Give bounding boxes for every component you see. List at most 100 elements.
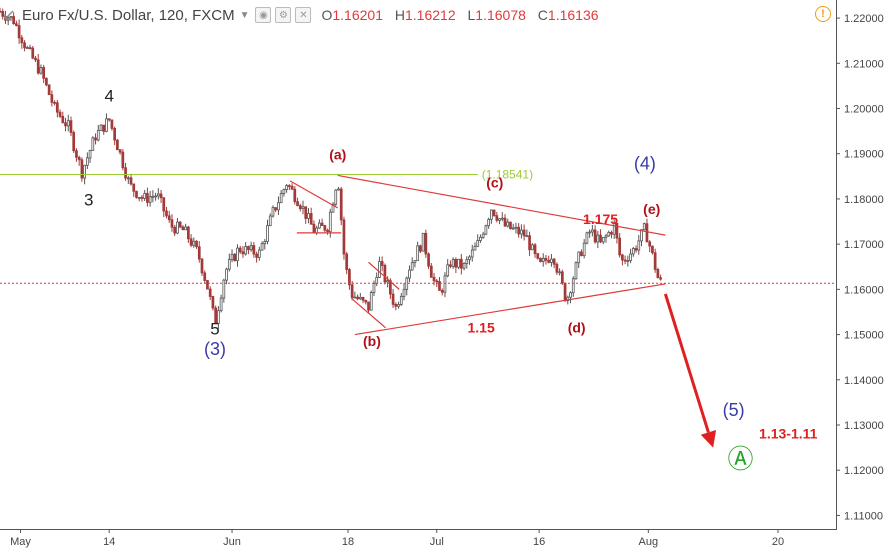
candle-body xyxy=(58,111,62,117)
candle-body xyxy=(353,296,357,299)
candle-body xyxy=(610,232,613,235)
candle-body xyxy=(509,221,512,230)
wave-label: (d) xyxy=(568,319,586,335)
candle-body xyxy=(285,185,288,190)
candle-body xyxy=(9,16,13,19)
candle-body xyxy=(298,205,302,210)
y-tick-label: 1.18000 xyxy=(844,194,884,206)
candle-body xyxy=(266,225,269,242)
candle-body xyxy=(12,16,16,25)
candle-body xyxy=(621,254,624,261)
collapse-arrow-icon[interactable] xyxy=(2,8,16,22)
price-axis[interactable]: 1.22000 1.21000 1.20000 1.19000 1.18000 1.170… xyxy=(836,13,884,522)
eye-icon[interactable]: ◉ xyxy=(255,7,272,23)
candle-body xyxy=(17,25,21,39)
candle-body xyxy=(555,263,559,273)
candle-body xyxy=(618,237,622,256)
candle-body xyxy=(490,209,493,220)
candle-body xyxy=(544,257,548,261)
candle-body xyxy=(642,223,646,231)
ohlc-values: O1.16201 H1.16212 L1.16078 C1.16136 xyxy=(321,7,598,23)
candle-body xyxy=(318,222,321,229)
y-tick-label: 1.14000 xyxy=(844,375,884,387)
candle-body xyxy=(569,292,572,298)
warning-icon[interactable]: ! xyxy=(815,6,831,22)
y-tick-label: 1.15000 xyxy=(844,330,884,342)
candle-body xyxy=(309,213,313,225)
x-tick-label: 20 xyxy=(772,536,784,548)
candle-body xyxy=(454,258,458,268)
candle-body xyxy=(323,225,327,231)
time-axis[interactable]: May 14 Jun 18 Jul 16 Aug 20 xyxy=(10,529,784,548)
candle-body xyxy=(640,229,643,242)
candle-body xyxy=(503,217,507,227)
candle-body xyxy=(410,262,414,271)
candle-body xyxy=(348,269,351,286)
candle-body xyxy=(530,244,534,251)
candle-body xyxy=(219,297,223,312)
candle-body xyxy=(107,118,111,121)
candle-body xyxy=(110,119,114,129)
candle-body xyxy=(378,261,381,278)
candle-body xyxy=(552,258,556,265)
close-icon[interactable]: ✕ xyxy=(295,7,312,23)
low-value: 1.16078 xyxy=(475,7,526,23)
open-label: O xyxy=(321,7,333,23)
settings-icon[interactable]: ⚙ xyxy=(275,7,292,23)
candle-body xyxy=(328,211,332,233)
candle-body xyxy=(1,11,5,17)
candle-body xyxy=(263,241,267,245)
candle-body xyxy=(612,223,616,235)
candle-body xyxy=(61,115,65,124)
candle-body xyxy=(369,292,373,311)
candle-body xyxy=(176,221,179,234)
candle-body xyxy=(468,256,471,261)
trendline xyxy=(337,174,666,236)
candle-body xyxy=(195,240,198,248)
symbol-title[interactable]: Euro Fx/U.S. Dollar, 120, FXCM xyxy=(22,6,235,24)
candle-body xyxy=(230,253,234,261)
candle-body xyxy=(307,213,310,219)
candle-body xyxy=(648,241,652,247)
candle-body xyxy=(66,120,70,127)
candle-body xyxy=(277,202,280,211)
candle-body xyxy=(151,195,155,198)
candle-body xyxy=(121,151,125,169)
candle-body xyxy=(498,218,501,221)
wave-label: (5) xyxy=(723,400,745,420)
chevron-down-icon[interactable]: ▼ xyxy=(239,9,250,21)
candle-body xyxy=(367,301,370,311)
candle-body xyxy=(435,280,439,283)
candle-body xyxy=(34,57,37,61)
projection-arrow-head xyxy=(700,429,717,448)
candle-body xyxy=(159,193,163,199)
candle-body xyxy=(85,157,89,166)
candle-body xyxy=(402,288,406,297)
candle-body xyxy=(566,296,570,302)
candle-body xyxy=(451,258,455,267)
candle-body xyxy=(462,263,466,269)
candle-body xyxy=(577,251,581,264)
candle-body xyxy=(342,219,346,255)
candle-body xyxy=(571,278,575,294)
candle-body xyxy=(184,226,187,231)
wave-label: Ⓐ xyxy=(727,444,753,474)
candle-body xyxy=(15,23,18,26)
candle-body xyxy=(593,229,597,243)
candle-body xyxy=(634,248,638,251)
open-value: 1.16201 xyxy=(332,7,383,23)
candle-body xyxy=(446,264,450,277)
candle-body xyxy=(599,234,602,243)
candle-body xyxy=(238,247,242,253)
candle-body xyxy=(604,235,608,238)
candle-body xyxy=(361,296,365,301)
candle-body xyxy=(397,304,400,307)
candle-body xyxy=(208,288,212,297)
candle-body xyxy=(427,253,430,267)
projection-arrow-shaft xyxy=(663,293,710,433)
candle-body xyxy=(386,280,389,283)
candle-body xyxy=(25,47,29,49)
candle-body xyxy=(479,236,482,241)
candle-body xyxy=(126,177,130,180)
